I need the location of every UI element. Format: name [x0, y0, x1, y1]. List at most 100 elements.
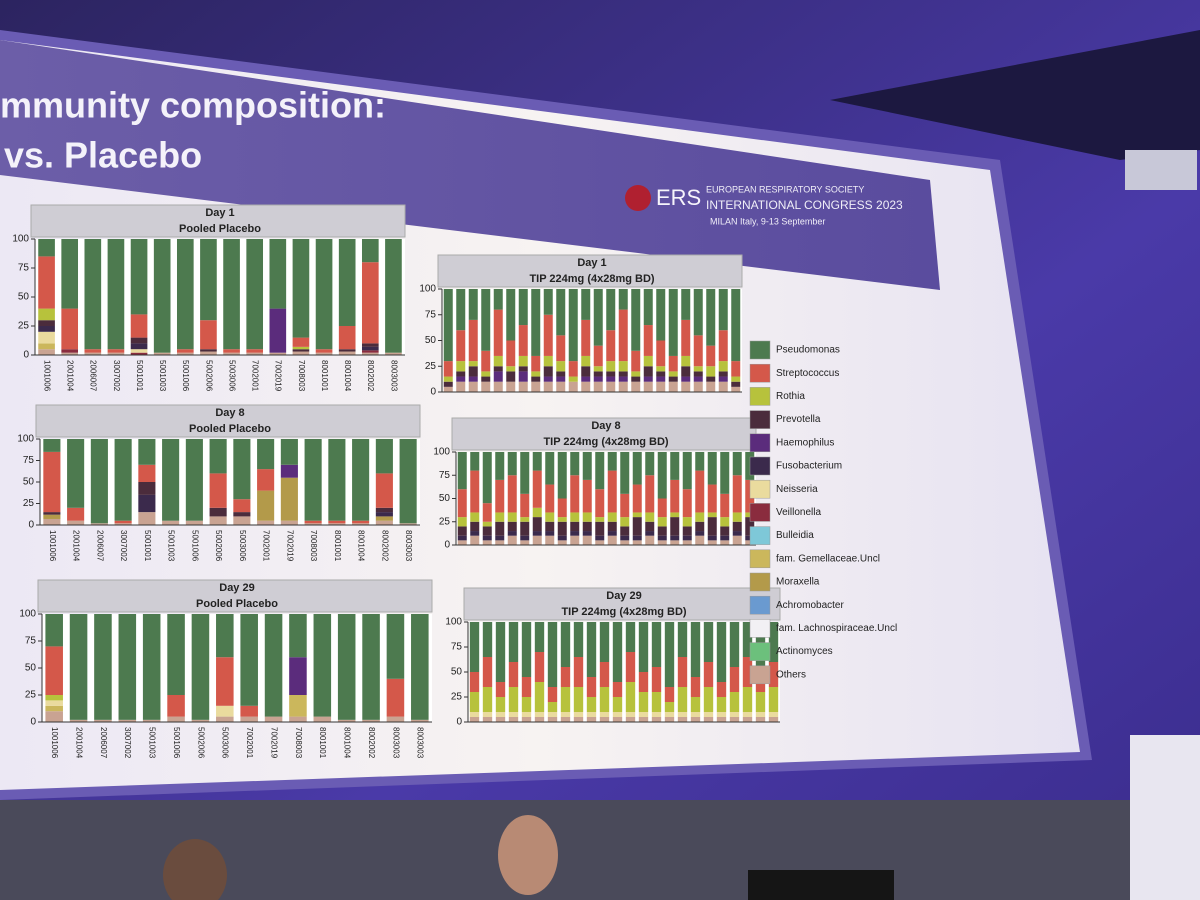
- bar-segment: [38, 320, 55, 326]
- bar-segment: [573, 622, 584, 657]
- bar-segment: [495, 535, 505, 541]
- bar-segment: [595, 517, 605, 522]
- bar-segment: [582, 452, 592, 480]
- bar-segment: [618, 371, 628, 377]
- legend-label: Prevotella: [776, 414, 821, 425]
- bar-segment: [443, 361, 453, 377]
- bar-segment: [720, 526, 730, 536]
- panel-subtitle: Pooled Placebo: [189, 423, 271, 435]
- bar-segment: [731, 386, 741, 392]
- bar-segment: [469, 717, 480, 722]
- x-tick-label: 8003003: [404, 530, 413, 562]
- bar-segment: [732, 452, 742, 476]
- panel-subtitle: TIP 224mg (4x28mg BD): [561, 606, 686, 618]
- bar-segment: [568, 289, 578, 362]
- x-tick-label: 5001006: [190, 530, 199, 562]
- bar-segment: [292, 349, 310, 352]
- bar-segment: [506, 289, 516, 341]
- bar-segment: [582, 531, 592, 536]
- bar-segment: [606, 361, 616, 372]
- bar-segment: [456, 289, 466, 331]
- bar-segment: [656, 366, 666, 372]
- bar-segment: [185, 520, 203, 525]
- bar-segment: [732, 531, 742, 536]
- bar-segment: [469, 672, 480, 692]
- bar-segment: [645, 452, 655, 476]
- bar-segment: [518, 325, 528, 356]
- bar-segment: [557, 540, 567, 545]
- bar-segment: [581, 366, 591, 377]
- bar-segment: [531, 381, 541, 392]
- bar-segment: [693, 371, 703, 377]
- x-tick-label: 1001006: [42, 360, 51, 392]
- bar-segment: [586, 697, 597, 712]
- bar-segment: [618, 309, 628, 362]
- bar-segment: [681, 319, 691, 356]
- bar-segment: [153, 239, 171, 353]
- bar-segment: [375, 520, 393, 525]
- bar-segment: [94, 614, 112, 720]
- bar-segment: [681, 381, 691, 392]
- bar-segment: [732, 512, 742, 522]
- bar-segment: [233, 439, 251, 500]
- bar-segment: [43, 439, 61, 452]
- bar-segment: [651, 717, 662, 722]
- panel-title: Day 29: [219, 582, 254, 594]
- bar-segment: [191, 719, 210, 722]
- bar-segment: [470, 521, 480, 532]
- bar-segment: [520, 517, 530, 522]
- bar-segment: [94, 719, 112, 722]
- bar-segment: [507, 475, 517, 513]
- bar-segment: [470, 512, 480, 522]
- bar-segment: [543, 381, 553, 392]
- bar-segment: [668, 289, 678, 356]
- bar-segment: [645, 512, 655, 522]
- bar-segment: [246, 239, 264, 350]
- bar-segment: [693, 366, 703, 372]
- bar-segment: [531, 289, 541, 356]
- bar-segment: [69, 719, 88, 722]
- bar-segment: [167, 614, 185, 695]
- y-tick-label: 0: [23, 350, 29, 361]
- bar-segment: [718, 381, 728, 392]
- bar-segment: [599, 712, 610, 717]
- bar-segment: [375, 516, 393, 521]
- bar-segment: [645, 475, 655, 513]
- bar-segment: [607, 535, 617, 545]
- bar-segment: [84, 352, 102, 355]
- bar-segment: [130, 349, 148, 353]
- bar-segment: [457, 489, 467, 518]
- x-tick-label: 8003003: [416, 727, 425, 759]
- x-tick-label: 3007002: [119, 530, 128, 562]
- bar-segment: [545, 484, 555, 513]
- bar-segment: [493, 309, 503, 356]
- bar-segment: [618, 361, 628, 372]
- bar-segment: [130, 352, 148, 355]
- bar-segment: [508, 687, 519, 712]
- bar-segment: [707, 512, 717, 518]
- bar-segment: [677, 717, 688, 722]
- bar-segment: [718, 330, 728, 362]
- bar-segment: [586, 712, 597, 717]
- bar-segment: [742, 622, 753, 657]
- bar-segment: [768, 622, 779, 662]
- bar-segment: [543, 355, 553, 367]
- bar-segment: [468, 376, 478, 382]
- bar-segment: [45, 711, 63, 722]
- bar-segment: [677, 687, 688, 712]
- x-tick-label: 5001003: [148, 727, 157, 759]
- bar-segment: [468, 319, 478, 362]
- bar-segment: [531, 371, 541, 377]
- bar-segment: [742, 657, 753, 687]
- bar-segment: [632, 517, 642, 536]
- y-tick-label: 25: [18, 321, 30, 332]
- org-name: EUROPEAN RESPIRATORY SOCIETY: [706, 184, 864, 194]
- bar-segment: [399, 439, 417, 524]
- x-tick-label: 5003006: [227, 360, 236, 392]
- plot-area: [456, 452, 756, 545]
- bar-segment: [375, 512, 393, 517]
- bar-segment: [606, 376, 616, 382]
- bar-segment: [507, 512, 517, 522]
- x-tick-label: 8001004: [343, 360, 352, 392]
- bar-segment: [518, 289, 528, 326]
